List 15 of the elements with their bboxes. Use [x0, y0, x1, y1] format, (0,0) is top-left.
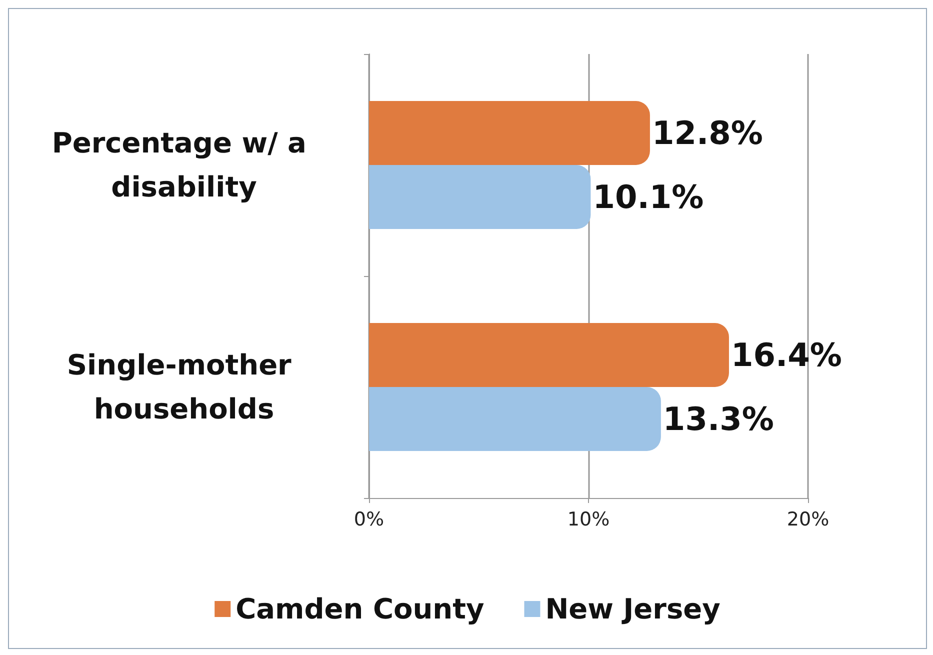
bar [369, 165, 591, 229]
bar [369, 323, 729, 387]
data-label: 13.3% [662, 400, 774, 438]
legend-label: Camden County [236, 592, 484, 626]
data-label: 16.4% [730, 336, 842, 374]
bar [369, 387, 661, 451]
y-tick-label: Percentage w/ a disability [52, 126, 316, 204]
x-tick-label: 10% [567, 508, 610, 530]
legend-label: New Jersey [545, 592, 720, 626]
data-label: 10.1% [592, 178, 704, 216]
x-tick-label: 20% [786, 508, 830, 530]
x-tick-label: 0% [354, 508, 384, 530]
bar [369, 101, 650, 165]
y-tick-label: Single-mother households [66, 348, 302, 426]
data-label: 12.8% [652, 114, 763, 152]
